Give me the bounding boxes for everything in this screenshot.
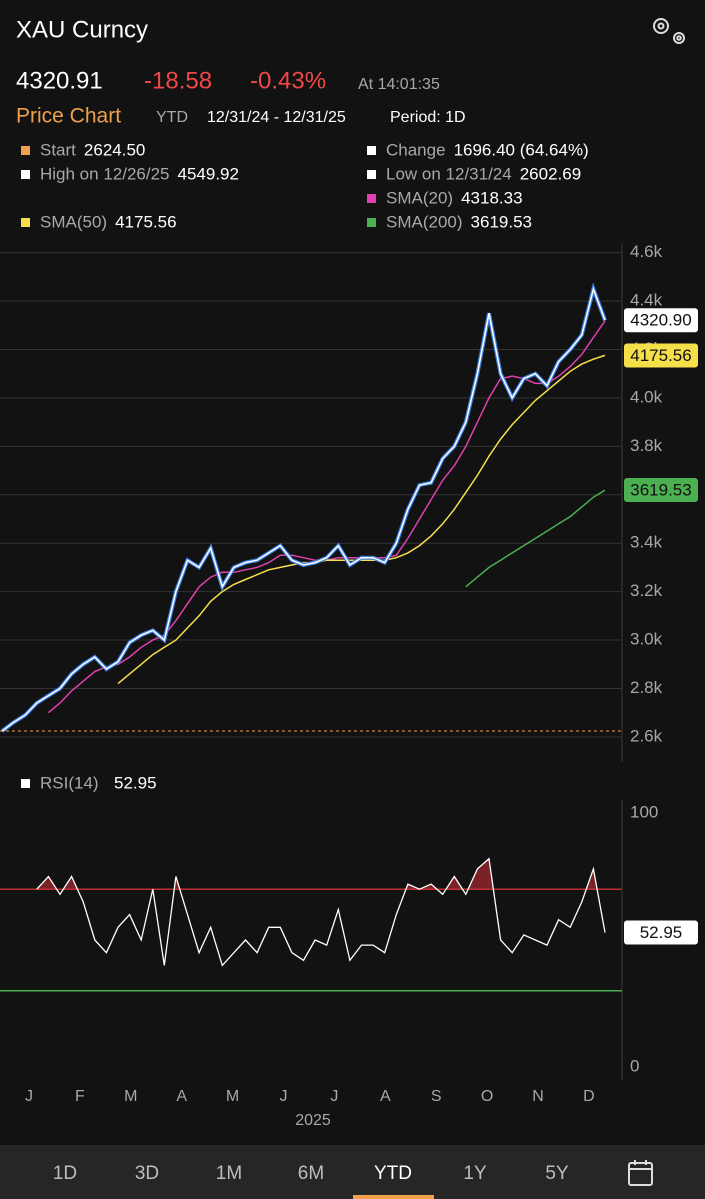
legend-value: 4175.56 bbox=[115, 212, 176, 231]
y-tick-label: 4.6k bbox=[630, 242, 663, 261]
legend-name: SMA(50) bbox=[40, 212, 107, 231]
date-range: 12/31/24 - 12/31/25 bbox=[207, 109, 346, 126]
y-tick-label: 3.4k bbox=[630, 533, 663, 552]
legend-swatch bbox=[367, 194, 376, 203]
value-tag-label: 4320.90 bbox=[630, 311, 691, 330]
title: XAU Curncy bbox=[16, 16, 148, 43]
rsi-tick-label: 100 bbox=[630, 802, 658, 821]
legend-name: SMA(20) bbox=[386, 188, 453, 207]
x-tick-label: S bbox=[431, 1088, 442, 1105]
legend-swatch bbox=[21, 779, 30, 788]
value-tag bbox=[624, 920, 698, 945]
y-tick-label: 3.8k bbox=[630, 436, 663, 455]
subtitle: Price Chart bbox=[16, 105, 121, 128]
x-tick-label: J bbox=[25, 1088, 33, 1105]
range-tab[interactable]: 1M bbox=[216, 1163, 242, 1184]
legend-value: 2602.69 bbox=[520, 164, 581, 183]
legend-swatch bbox=[21, 170, 30, 179]
overbought-fill bbox=[36, 858, 598, 890]
value-tag bbox=[624, 343, 698, 368]
legend-name: Start bbox=[40, 140, 76, 159]
x-tick-label: D bbox=[583, 1088, 595, 1105]
sma-line bbox=[117, 354, 606, 685]
x-tick-label: A bbox=[380, 1088, 391, 1105]
sma-line bbox=[465, 489, 606, 588]
legend-name: High on 12/26/25 bbox=[40, 164, 170, 183]
legend-swatch bbox=[21, 218, 30, 227]
legend-value: 4318.33 bbox=[461, 188, 522, 207]
x-tick-label: M bbox=[226, 1088, 239, 1105]
last-price: 4320.91 bbox=[16, 67, 103, 94]
y-tick-label: 2.6k bbox=[630, 726, 663, 745]
y-tick-label: 4.0k bbox=[630, 387, 663, 406]
tab-underline bbox=[353, 1195, 434, 1199]
range-tab[interactable]: 1Y bbox=[463, 1163, 487, 1184]
legend-swatch bbox=[21, 146, 30, 155]
legend-name: SMA(200) bbox=[386, 212, 463, 231]
price-line bbox=[1, 286, 606, 732]
legend-name: Change bbox=[386, 140, 446, 159]
calendar-icon[interactable] bbox=[628, 1160, 653, 1186]
price-line-shadow bbox=[0, 282, 607, 733]
rsi-tick-label: 0 bbox=[630, 1056, 639, 1075]
x-tick-label: J bbox=[280, 1088, 288, 1105]
y-tick-label: 3.0k bbox=[630, 630, 663, 649]
legend-swatch bbox=[367, 218, 376, 227]
range-tab[interactable]: 6M bbox=[298, 1163, 324, 1184]
period: Period: 1D bbox=[390, 109, 466, 126]
year-label: 2025 bbox=[295, 1112, 331, 1129]
value-tag-label: 4175.56 bbox=[630, 346, 691, 365]
legend-value: 3619.53 bbox=[471, 212, 532, 231]
range-tab[interactable]: 5Y bbox=[545, 1163, 569, 1184]
x-tick-label: J bbox=[330, 1088, 338, 1105]
net-change: -18.58 bbox=[144, 67, 212, 94]
rsi-name: RSI(14) bbox=[40, 773, 99, 792]
legend-value: 1696.40 (64.64%) bbox=[454, 140, 589, 159]
x-tick-label: M bbox=[124, 1088, 137, 1105]
rsi-line bbox=[36, 857, 606, 967]
y-tick-label: 3.2k bbox=[630, 581, 663, 600]
legend-value: 4549.92 bbox=[178, 164, 239, 183]
y-tick-label: 4.4k bbox=[630, 291, 663, 310]
tab-bar bbox=[0, 1145, 705, 1199]
x-tick-label: O bbox=[481, 1088, 493, 1105]
range-tab[interactable]: YTD bbox=[374, 1163, 412, 1184]
legend-swatch bbox=[367, 170, 376, 179]
legend-value: 2624.50 bbox=[84, 140, 145, 159]
x-tick-label: F bbox=[75, 1088, 85, 1105]
rsi-value: 52.95 bbox=[114, 773, 157, 792]
range-tab[interactable]: 1D bbox=[53, 1163, 77, 1184]
legend-name: Low on 12/31/24 bbox=[386, 164, 512, 183]
value-tag bbox=[624, 308, 698, 333]
y-tick-label: 2.8k bbox=[630, 678, 663, 697]
value-tag bbox=[624, 478, 698, 503]
value-tag-label: 3619.53 bbox=[630, 481, 691, 500]
range-tab[interactable]: 3D bbox=[135, 1163, 159, 1184]
value-tag-label: 52.95 bbox=[640, 923, 683, 942]
time: At 14:01:35 bbox=[358, 76, 440, 93]
range-name: YTD bbox=[156, 109, 188, 126]
pct-change: -0.43% bbox=[250, 67, 326, 94]
x-tick-label: A bbox=[176, 1088, 187, 1105]
legend-swatch bbox=[367, 146, 376, 155]
x-tick-label: N bbox=[532, 1088, 544, 1105]
settings-icon[interactable] bbox=[653, 18, 685, 44]
